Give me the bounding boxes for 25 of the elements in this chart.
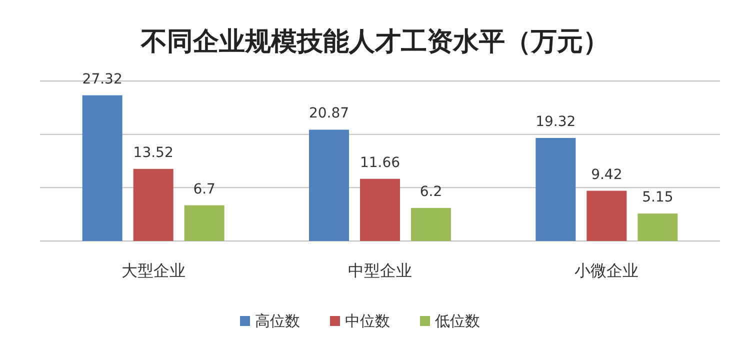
bar [638, 214, 678, 241]
bar [586, 190, 627, 241]
x-tick-label: 小微企业 [574, 261, 639, 280]
bar [360, 178, 400, 241]
legend-label: 中位数 [345, 312, 390, 330]
data-label: 11.66 [360, 154, 400, 171]
chart-title: 不同企业规模技能人才工资水平（万元） [140, 27, 609, 57]
data-label: 27.32 [82, 71, 122, 88]
data-label: 9.42 [591, 166, 622, 183]
legend-label: 低位数 [435, 312, 480, 330]
bar [536, 138, 576, 241]
bar [309, 130, 349, 241]
data-label: 6.2 [420, 184, 442, 200]
bar [184, 205, 224, 241]
data-label: 6.7 [193, 181, 216, 198]
data-label: 5.15 [642, 190, 674, 206]
x-tick-label: 中型企业 [348, 261, 412, 280]
x-tick-label: 大型企业 [121, 261, 186, 280]
bar [82, 95, 122, 241]
legend-label: 高位数 [255, 312, 300, 330]
data-label: 19.32 [536, 114, 576, 130]
bar [133, 168, 174, 241]
data-label: 13.52 [133, 144, 174, 161]
data-label: 20.87 [308, 106, 350, 122]
bar [411, 208, 451, 241]
